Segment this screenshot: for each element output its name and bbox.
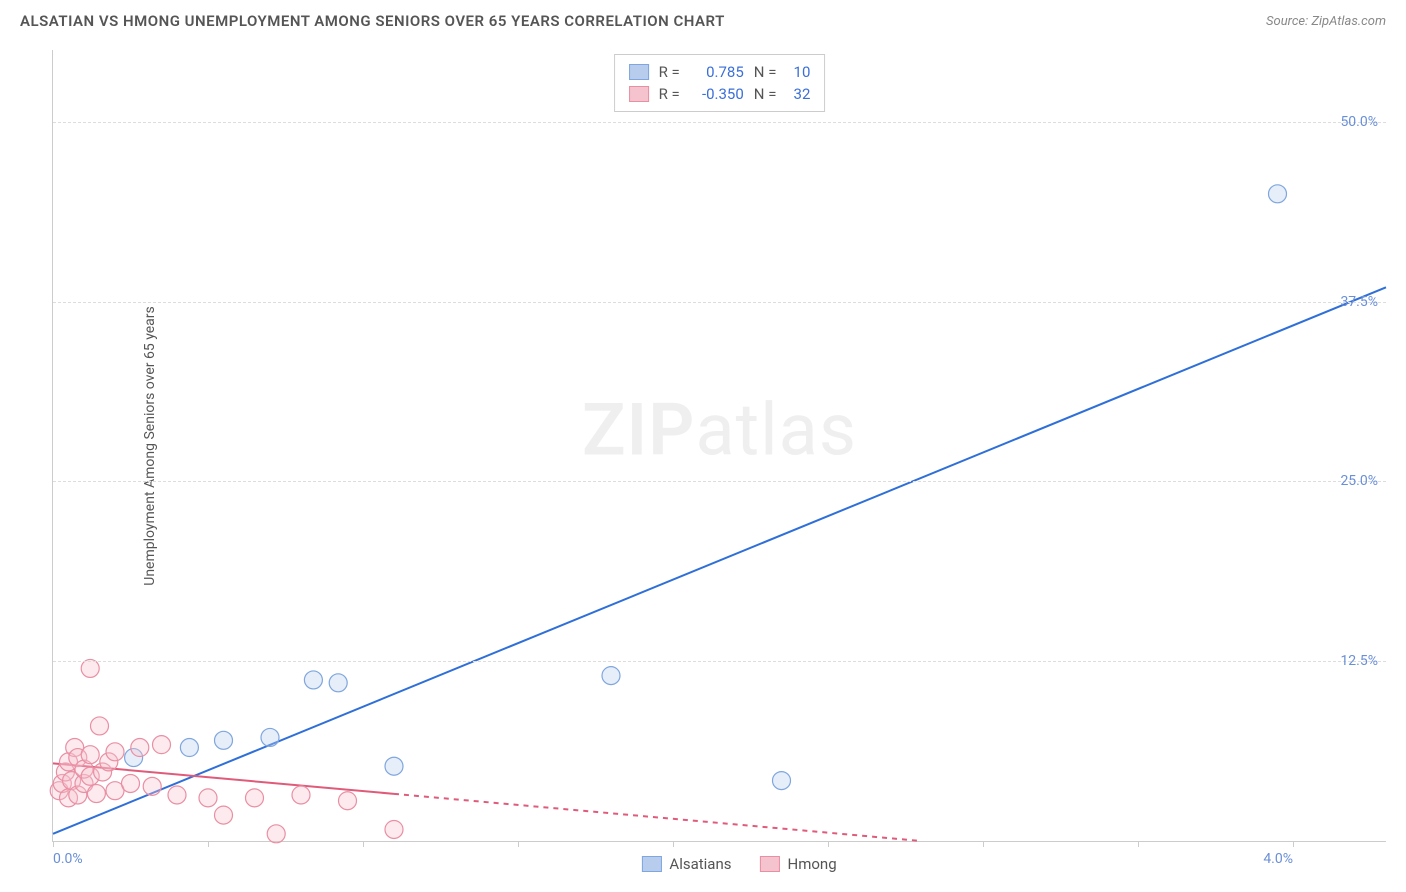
data-point-hmong <box>168 786 186 804</box>
legend-item-hmong: Hmong <box>759 855 836 873</box>
x-tick <box>983 841 984 847</box>
x-tick-label: 4.0% <box>1263 851 1293 867</box>
data-point-alsatians <box>180 739 198 757</box>
chart-source: Source: ZipAtlas.com <box>1266 14 1386 29</box>
y-tick-label: 37.5% <box>1340 294 1378 310</box>
chart-plot-area: ZIPatlas R = 0.785 N = 10 R = -0.350 N =… <box>52 50 1386 842</box>
data-point-hmong <box>339 792 357 810</box>
x-tick <box>1293 841 1294 847</box>
data-point-hmong <box>91 717 109 735</box>
legend-item-alsatians: Alsatians <box>641 855 731 873</box>
data-point-hmong <box>81 746 99 764</box>
data-point-alsatians <box>385 757 403 775</box>
x-tick <box>363 841 364 847</box>
x-tick <box>1138 841 1139 847</box>
x-tick <box>518 841 519 847</box>
data-point-alsatians <box>304 671 322 689</box>
data-point-alsatians <box>261 728 279 746</box>
y-tick-label: 50.0% <box>1340 114 1378 130</box>
y-tick-label: 25.0% <box>1340 473 1378 489</box>
data-point-alsatians <box>329 674 347 692</box>
gridline <box>53 122 1386 123</box>
x-tick-label: 0.0% <box>53 851 83 867</box>
data-point-hmong <box>267 825 285 843</box>
data-point-hmong <box>122 774 140 792</box>
data-point-hmong <box>246 789 264 807</box>
data-point-hmong <box>87 785 105 803</box>
x-tick <box>53 841 54 847</box>
gridline <box>53 302 1386 303</box>
chart-header: ALSATIAN VS HMONG UNEMPLOYMENT AMONG SEN… <box>0 0 1406 38</box>
regression-line-alsatians <box>53 287 1386 834</box>
series-legend: Alsatians Hmong <box>641 855 836 873</box>
data-point-alsatians <box>1269 185 1287 203</box>
x-tick <box>673 841 674 847</box>
swatch-alsatians-2 <box>641 856 661 872</box>
data-point-hmong <box>143 777 161 795</box>
data-point-hmong <box>385 820 403 838</box>
chart-title: ALSATIAN VS HMONG UNEMPLOYMENT AMONG SEN… <box>20 12 725 30</box>
data-point-hmong <box>215 806 233 824</box>
gridline <box>53 661 1386 662</box>
data-point-hmong <box>199 789 217 807</box>
regression-line-dashed-hmong <box>394 794 921 841</box>
x-tick <box>828 841 829 847</box>
swatch-hmong-2 <box>759 856 779 872</box>
y-tick-label: 12.5% <box>1340 653 1378 669</box>
x-tick <box>208 841 209 847</box>
data-point-hmong <box>292 786 310 804</box>
data-point-hmong <box>153 736 171 754</box>
data-point-alsatians <box>602 667 620 685</box>
data-point-hmong <box>131 739 149 757</box>
gridline <box>53 481 1386 482</box>
data-point-alsatians <box>215 731 233 749</box>
scatter-plot-svg <box>53 50 1386 841</box>
data-point-hmong <box>106 743 124 761</box>
data-point-alsatians <box>773 772 791 790</box>
